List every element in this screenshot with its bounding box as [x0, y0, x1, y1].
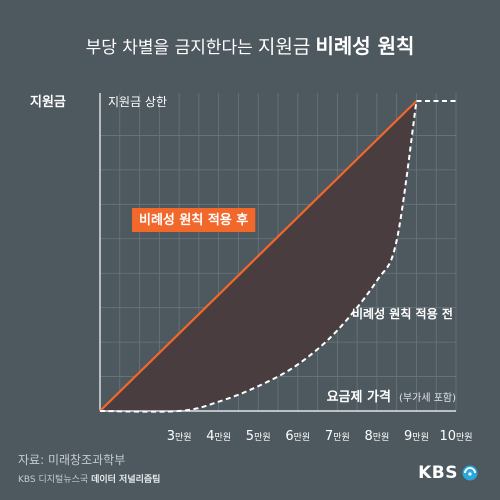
credit-team: 데이터 저널리즘팀: [91, 475, 161, 485]
x-axis-label-group: 요금제 가격 (부가세 포함): [327, 386, 457, 405]
series-line-after: [99, 100, 418, 412]
series-label-after: 비례성 원칙 적용 후: [139, 212, 248, 228]
series-line-before: [99, 100, 456, 413]
kbs-logo-text: KBS: [418, 463, 458, 483]
x-axis-label: 요금제 가격: [327, 390, 391, 405]
x-tick-label: 5만원: [246, 429, 271, 444]
kbs-logo: KBS: [418, 463, 478, 483]
source-name: 미래창조과학부: [47, 453, 126, 467]
x-axis-label-note: (부가세 포함): [399, 392, 456, 404]
x-tick-label: 4만원: [206, 429, 231, 444]
x-tick-label: 10만원: [439, 429, 472, 444]
series-label-before: 비례성 원칙 적용 전: [352, 306, 453, 321]
y-cap-label: 지원금 상한: [108, 95, 167, 109]
x-tick-label: 7만원: [325, 429, 350, 444]
title-part-2: 지원금: [257, 36, 311, 58]
x-tick-label: 9만원: [404, 429, 429, 444]
source-line: 자료: 미래창조과학부: [18, 451, 125, 468]
credit-org: KBS 디지털뉴스국: [18, 475, 89, 485]
x-tick-label: 8만원: [364, 429, 389, 444]
x-tick-label: 3만원: [167, 429, 192, 444]
series-label-after-bg: [132, 208, 256, 232]
x-tick-labels: 3만원 4만원 5만원 6만원 7만원 8만원 9만원 10만원: [167, 429, 473, 444]
credit-line: KBS 디지털뉴스국 데이터 저널리즘팀: [18, 472, 160, 485]
x-tick-label: 6만원: [285, 429, 310, 444]
title-part-3: 비례성 원칙: [315, 34, 415, 58]
y-axis-label: 지원금: [30, 95, 66, 110]
source-label: 자료:: [18, 453, 45, 467]
title-part-1: 부당 차별을 금지한다는: [85, 38, 253, 58]
chart-title: 부당 차별을 금지한다는 지원금 비례성 원칙: [0, 30, 500, 59]
kbs-symbol-icon: [462, 465, 478, 481]
